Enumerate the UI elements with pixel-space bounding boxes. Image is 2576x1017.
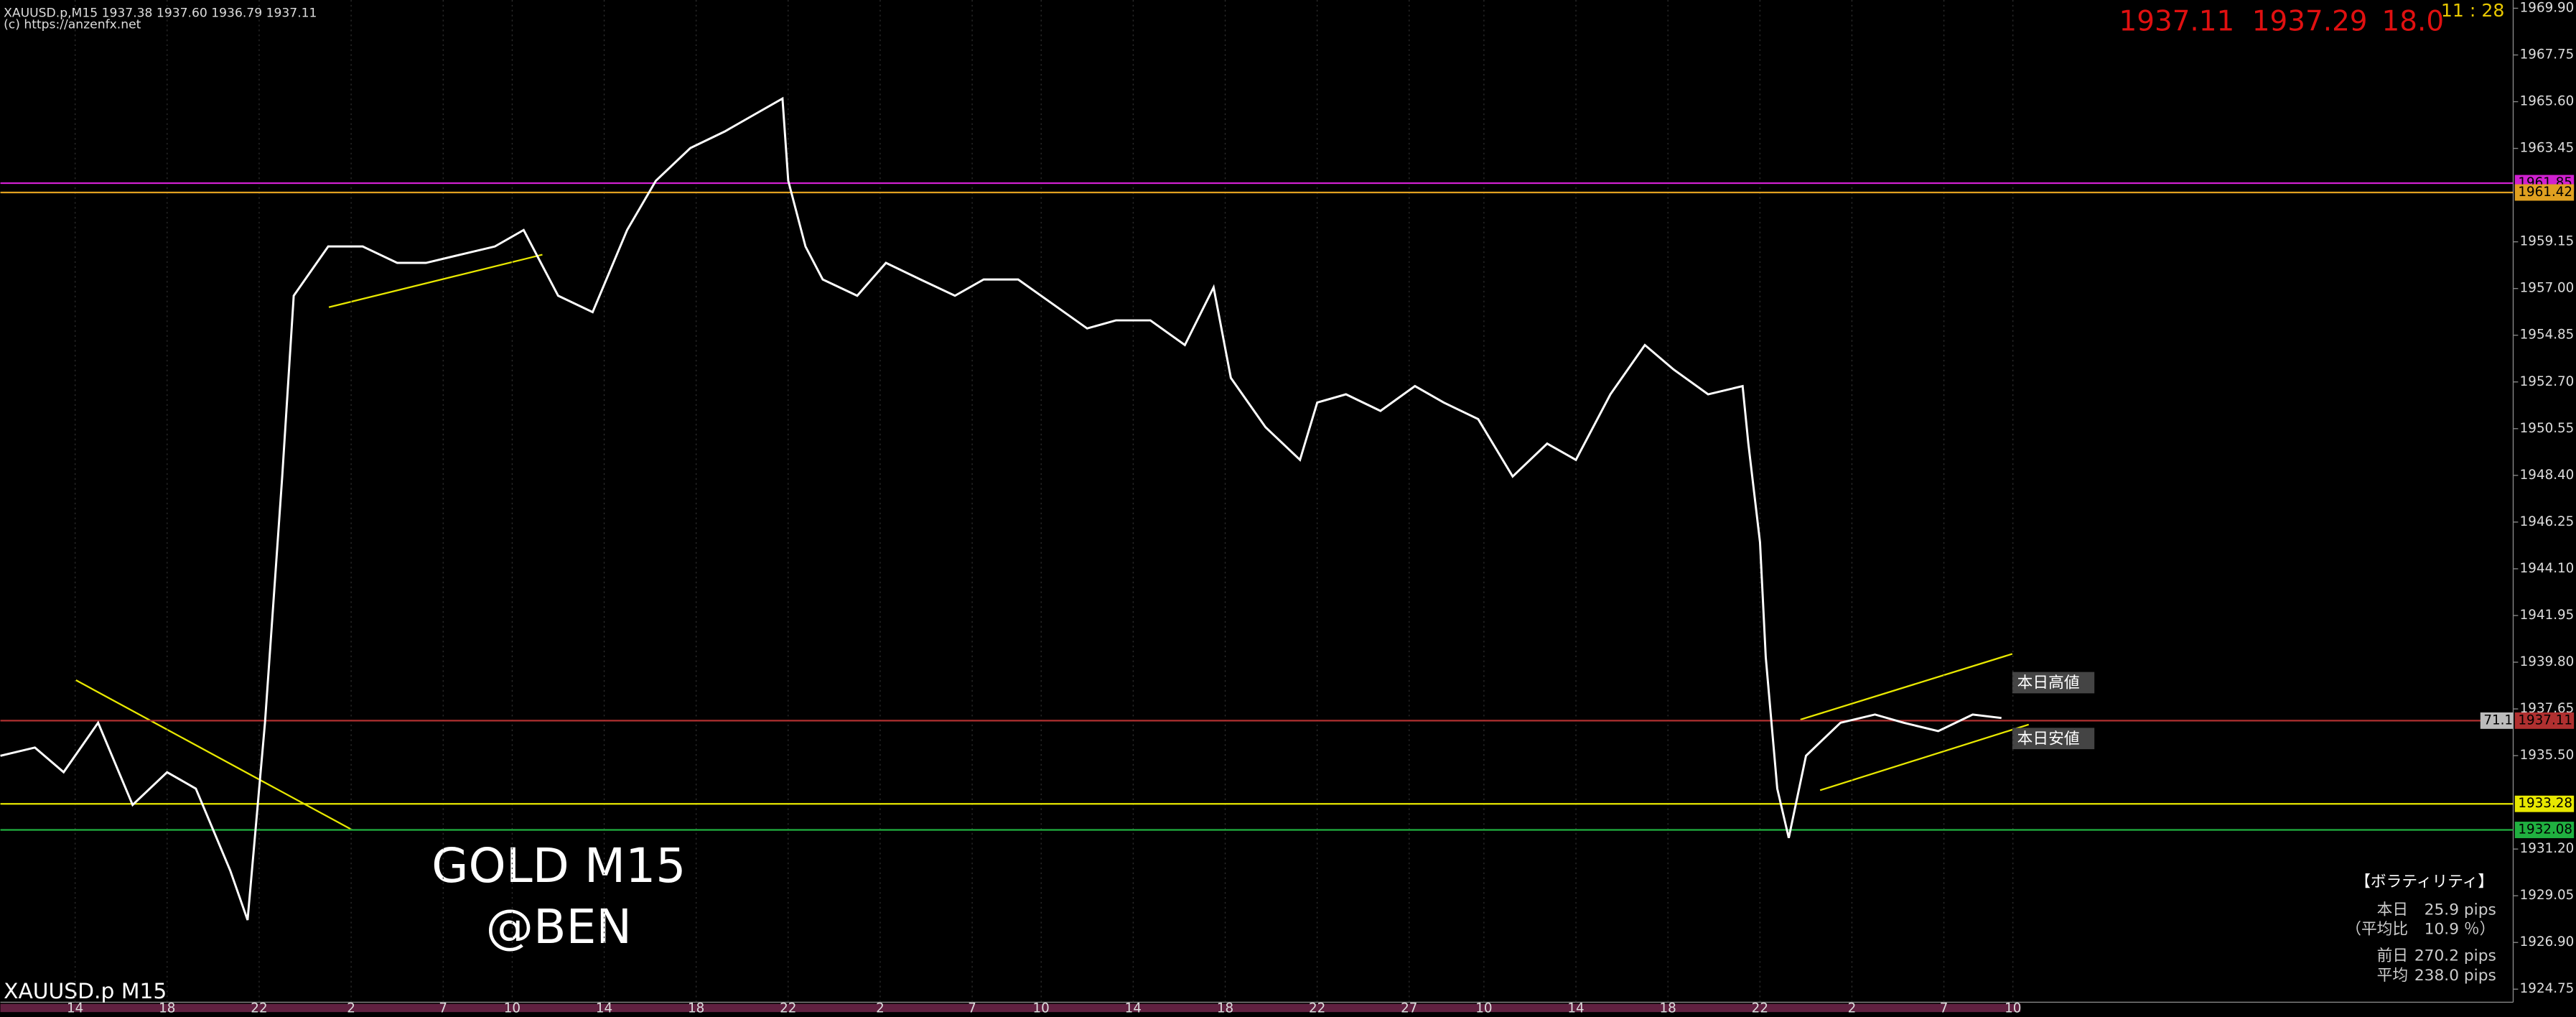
y-tick-label: 1935.50 xyxy=(2520,748,2575,763)
annotation: @BEN xyxy=(486,898,632,955)
y-tick-label: 1929.05 xyxy=(2520,888,2575,903)
session-strip xyxy=(0,1003,2021,1013)
x-tick-label: 14 xyxy=(1125,1001,1142,1016)
y-tick-label: 1944.10 xyxy=(2520,561,2575,576)
annotation: GOLD M15 xyxy=(431,837,686,893)
label-box xyxy=(2012,672,2095,694)
vol-value: 238.0 xyxy=(2414,967,2459,985)
x-tick-label: 18 xyxy=(159,1001,175,1016)
y-tick-label: 1924.75 xyxy=(2520,981,2575,996)
price-line xyxy=(0,96,2002,921)
chart-subtitle: (c) https://anzenfx.net xyxy=(4,17,141,32)
x-tick-label: 18 xyxy=(1217,1001,1233,1016)
x-tick-label: 7 xyxy=(439,1001,447,1016)
vol-value: 270.2 xyxy=(2414,947,2459,965)
vol-unit: pips xyxy=(2464,967,2496,985)
price-label: 1937.11 xyxy=(2518,712,2572,728)
series-name: XAUUSD.p M15 xyxy=(4,979,167,1004)
x-tick-label: 22 xyxy=(780,1001,796,1016)
x-tick-label: 10 xyxy=(2005,1001,2021,1016)
vol-label: 平均 xyxy=(2377,967,2408,985)
x-tick-label: 14 xyxy=(596,1001,612,1016)
volatility-title: 【ボラティリティ】 xyxy=(2355,873,2493,891)
price-label: 1961.42 xyxy=(2518,185,2572,200)
y-tick-label: 1969.90 xyxy=(2520,0,2575,15)
trend-line xyxy=(1819,723,2030,791)
plot xyxy=(0,0,2514,1003)
y-tick-label: 1946.25 xyxy=(2520,514,2575,529)
trend-line xyxy=(1800,653,2013,721)
x-tick-label: 18 xyxy=(688,1001,704,1016)
price-label-box xyxy=(2514,822,2575,838)
x-tick-label: 14 xyxy=(1567,1001,1584,1016)
x-tick-label: 22 xyxy=(1752,1001,1768,1016)
x-tick-label: 22 xyxy=(251,1001,267,1016)
x-tick-label: 2 xyxy=(876,1001,885,1016)
volatility-table: 本日 25.9 pips （平均比 10.9 ％） 前日 270.2 pips 平均 238.0 pi… xyxy=(2346,901,2496,985)
x-tick-label: 10 xyxy=(1475,1001,1492,1016)
vol-label: 前日 xyxy=(2377,947,2408,965)
oscillator-label: 71.1 xyxy=(2483,712,2513,728)
annotation: 本日安値 xyxy=(2017,730,2080,748)
y-tick-label: 1941.95 xyxy=(2520,608,2575,623)
y-tick-label: 1950.55 xyxy=(2520,421,2575,436)
x-tick-label: 18 xyxy=(1660,1001,1676,1016)
vol-unit: ％） xyxy=(2464,921,2495,939)
time: 11 : 28 xyxy=(2441,0,2505,21)
x-tick-label: 2 xyxy=(1848,1001,1857,1016)
x-tick-label: 7 xyxy=(1940,1001,1949,1016)
trend-line xyxy=(328,254,543,308)
y-tick-label: 1967.75 xyxy=(2520,47,2575,62)
chart-title: XAUUSD.p,M15 1937.38 1937.60 1936.79 193… xyxy=(4,6,317,20)
price-label-box xyxy=(2514,795,2575,812)
oscillator-box xyxy=(2480,712,2514,729)
y-tick-label: 1948.40 xyxy=(2520,468,2575,483)
vol-label: 本日 xyxy=(2377,901,2408,919)
trend-line xyxy=(75,679,353,831)
annotation: 本日高値 xyxy=(2017,674,2080,692)
ask: 1937.29 xyxy=(2252,6,2368,38)
vol-unit: pips xyxy=(2464,901,2496,919)
y-tick-label: 1959.15 xyxy=(2520,234,2575,249)
x-tick-label: 22 xyxy=(1309,1001,1325,1016)
price-label: 1933.28 xyxy=(2518,796,2572,811)
vol-value: 25.9 xyxy=(2425,901,2459,919)
y-tick-label: 1957.00 xyxy=(2520,281,2575,296)
x-tick-label: 2 xyxy=(347,1001,355,1016)
y-tick-label: 1937.65 xyxy=(2520,701,2575,716)
y-tick-label: 1926.90 xyxy=(2520,934,2575,949)
vol-label: （平均比 xyxy=(2346,921,2408,939)
x-tick-label: 10 xyxy=(1033,1001,1050,1016)
y-tick-label: 1939.80 xyxy=(2520,654,2575,669)
x-tick-label: 14 xyxy=(67,1001,83,1016)
x-tick-label: 10 xyxy=(504,1001,521,1016)
label-box xyxy=(2012,728,2095,750)
vol-value: 10.9 xyxy=(2425,921,2459,939)
x-tick-label: 7 xyxy=(968,1001,976,1016)
spread: 18.0 xyxy=(2382,6,2445,38)
y-tick-label: 1931.20 xyxy=(2520,841,2575,856)
x-tick-label: 27 xyxy=(1401,1001,1417,1016)
vol-unit: pips xyxy=(2464,947,2496,965)
y-tick-label: 1952.70 xyxy=(2520,374,2575,389)
y-tick-label: 1954.85 xyxy=(2520,328,2575,343)
y-tick-label: 1965.60 xyxy=(2520,94,2575,109)
bid: 1937.11 xyxy=(2119,6,2235,38)
price-label-box xyxy=(2514,184,2575,201)
price-label: 1932.08 xyxy=(2518,822,2572,837)
y-tick-label: 1963.45 xyxy=(2520,141,2575,156)
price-label-box xyxy=(2514,712,2575,729)
